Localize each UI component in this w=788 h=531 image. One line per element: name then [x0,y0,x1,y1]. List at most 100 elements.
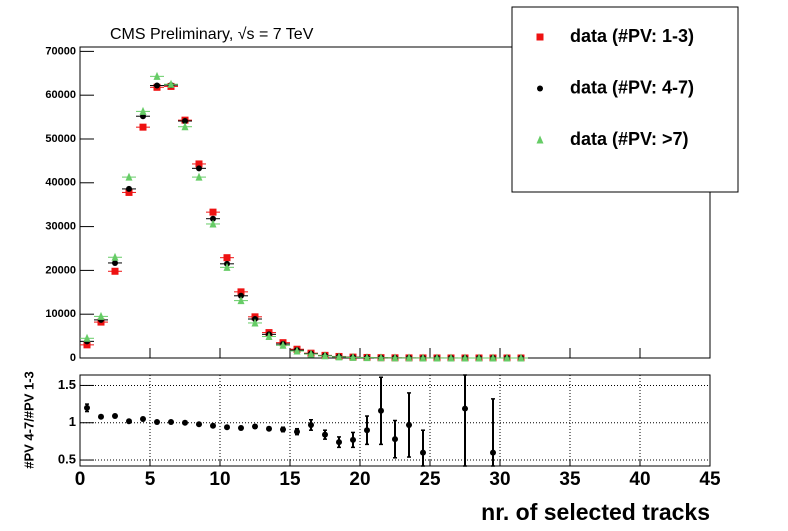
marker [223,262,231,271]
marker [517,353,525,362]
marker [420,449,426,456]
y-tick-label: 50000 [45,133,76,145]
marker [112,413,118,420]
marker [111,252,119,261]
marker [363,353,371,362]
y-tick-label: 60000 [45,89,76,101]
x-tick-label: 45 [699,469,721,490]
marker [475,353,483,362]
y-tick-label: 10000 [45,308,76,320]
marker [294,428,300,435]
marker [377,353,385,362]
x-tick-label: 5 [145,469,156,490]
x-tick-label: 10 [209,469,230,490]
marker [406,421,412,428]
x-tick-label: 30 [489,469,510,490]
marker [308,421,314,428]
marker [196,421,202,428]
marker [126,185,132,192]
marker [84,404,90,411]
marker [378,407,384,414]
legend-label: data (#PV: 1-3) [570,26,694,46]
marker [447,353,455,362]
marker [98,413,104,420]
marker [112,259,118,266]
marker [97,311,105,320]
marker [490,449,496,456]
x-tick-label: 20 [349,469,370,490]
y-tick-label: 30000 [45,220,76,232]
marker [195,172,203,181]
y-tick-label: 1.5 [58,377,76,392]
marker [503,353,511,362]
marker [125,188,133,196]
marker [335,352,343,361]
marker [181,122,189,131]
marker [209,219,217,228]
marker [280,426,286,433]
marker [237,288,245,296]
marker [210,215,216,222]
marker [349,352,357,361]
marker [111,267,119,275]
marker [238,292,244,299]
marker [266,425,272,432]
y-tick-label: 0 [70,352,76,364]
legend-label: data (#PV: 4-7) [570,77,694,97]
marker [168,418,174,425]
marker [251,318,259,327]
y-axis-label: #PV 4-7/#PV 1-3 [21,371,36,469]
marker [182,419,188,426]
marker [293,346,301,355]
x-axis-label: nr. of selected tracks [481,499,710,525]
marker [307,349,315,358]
marker [322,431,328,438]
x-tick-label: 15 [279,469,301,490]
marker [321,351,329,360]
marker [196,165,202,172]
legend-marker [536,135,544,144]
x-tick-label: 25 [419,469,441,490]
marker [224,424,230,431]
marker [405,353,413,362]
marker [237,296,245,305]
marker [210,422,216,429]
marker [419,353,427,362]
marker [265,332,273,341]
marker [364,427,370,434]
y-tick-label: 0.5 [58,451,76,466]
marker [433,353,441,362]
marker [153,71,161,80]
y-tick-label: 70000 [45,45,76,57]
y-tick-label: 1 [69,414,76,429]
marker [461,353,469,362]
chart-title: CMS Preliminary, √s = 7 TeV [110,26,314,43]
marker [223,254,231,262]
marker [139,123,147,131]
marker [83,341,91,349]
marker [350,436,356,443]
legend-marker [537,85,543,92]
legend-marker [536,33,544,41]
marker [391,353,399,362]
x-tick-label: 35 [559,469,581,490]
marker [489,353,497,362]
marker [182,118,188,125]
marker [195,160,203,168]
legend-box [511,6,739,193]
marker [462,405,468,412]
marker [125,172,133,181]
marker [252,423,258,430]
marker [209,208,217,216]
marker [392,436,398,443]
x-tick-label: 40 [629,469,650,490]
x-tick-label: 0 [75,469,86,490]
marker [336,439,342,446]
marker [167,79,175,88]
marker [126,418,132,425]
legend-label: data (#PV: >7) [570,129,689,149]
marker [238,424,244,431]
marker [279,340,287,349]
marker [154,418,160,425]
